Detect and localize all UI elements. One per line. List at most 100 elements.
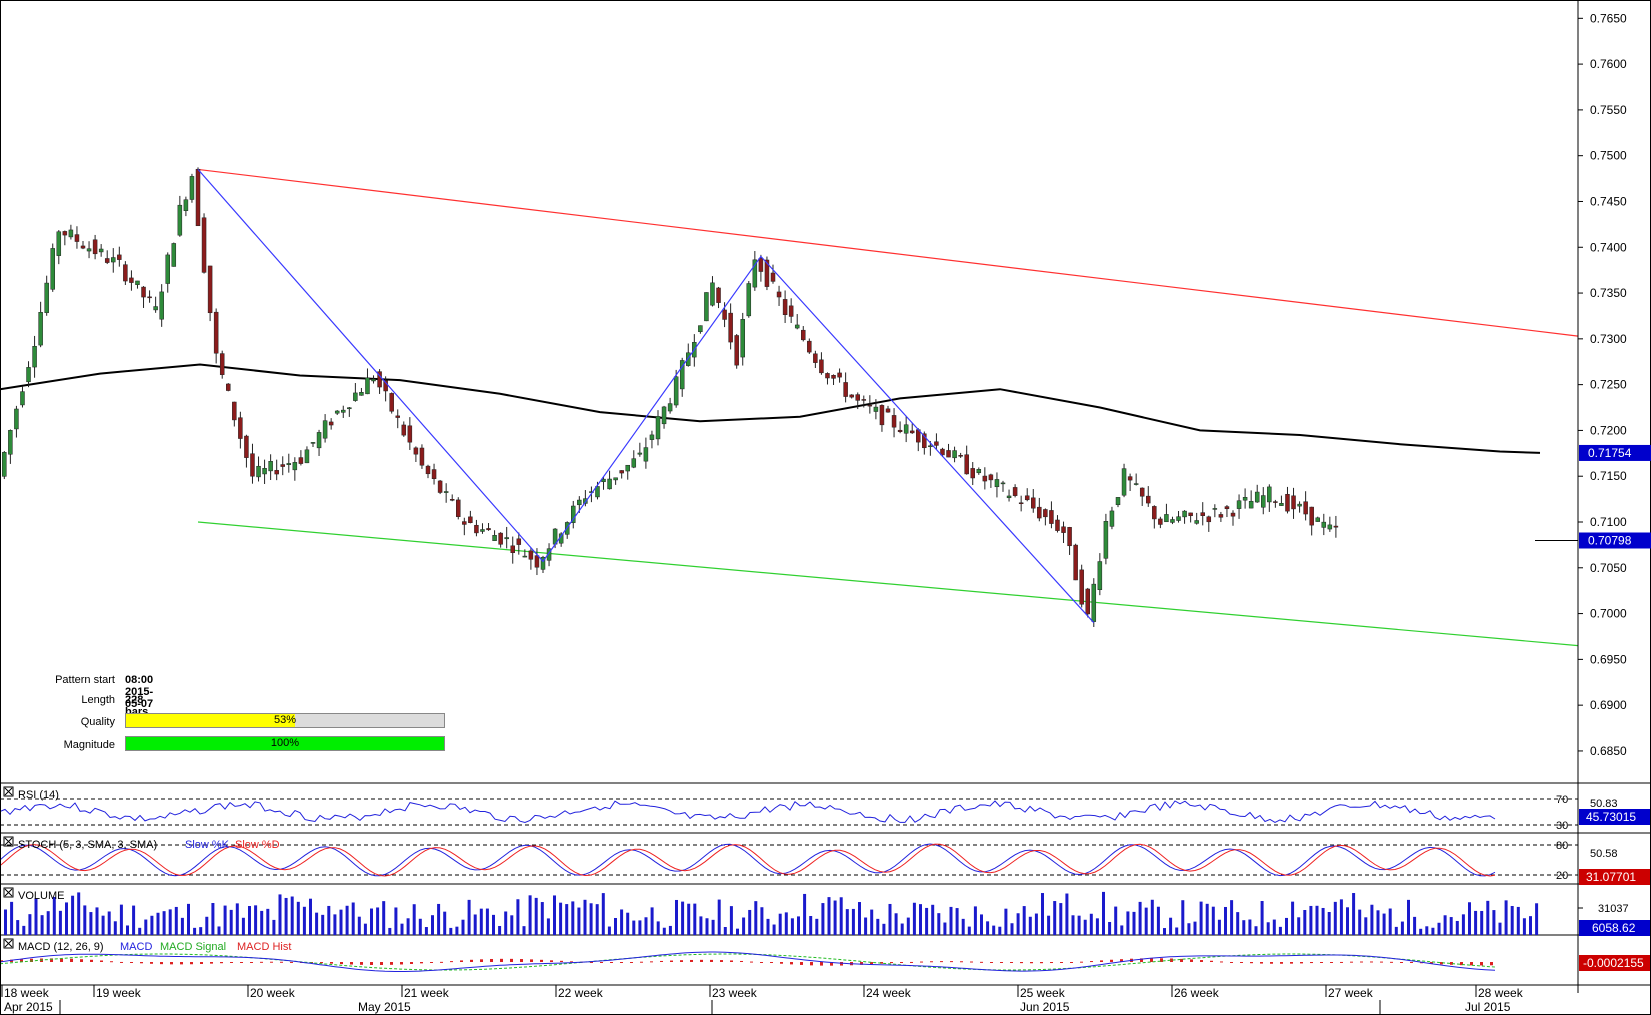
volume-bar (1266, 922, 1270, 935)
candle-body (964, 454, 969, 475)
candle-body (1327, 524, 1333, 530)
candle-body (522, 555, 528, 558)
candle-body (322, 420, 328, 439)
volume-bar (52, 896, 56, 935)
candle-body (135, 280, 140, 285)
candle-body (867, 404, 873, 407)
volume-bar (772, 924, 776, 935)
volume-bar (1034, 913, 1038, 935)
price-tick-label: 0.6950 (1590, 652, 1627, 666)
macd-hist-bar (870, 962, 873, 965)
ma-value-badge: 0.71754 (1588, 446, 1632, 460)
volume-bar (1498, 922, 1502, 935)
macd-hist-bar (1170, 958, 1173, 962)
magnitude-label: Magnitude (63, 739, 115, 751)
macd-hist-bar (680, 960, 683, 962)
macd-hist-bar (1380, 961, 1383, 963)
volume-bar (174, 906, 178, 935)
candle-body (1236, 500, 1242, 509)
macd-hist-bar (830, 962, 833, 966)
stoch-level-20-label: 20 (1556, 870, 1568, 882)
candle-body (625, 464, 630, 472)
candle-body (643, 447, 649, 462)
volume-bar (546, 918, 550, 935)
volume-bar (1102, 891, 1105, 935)
week-label: 25 week (1020, 986, 1066, 1000)
magnitude-fill (126, 737, 444, 750)
macd-hist-bar (860, 962, 863, 965)
candle-body (207, 265, 213, 314)
candle-body (740, 319, 745, 358)
candle-body (1121, 468, 1127, 496)
volume-bar (168, 909, 172, 935)
volume-bar (1309, 905, 1313, 935)
volume-bar (522, 926, 526, 935)
volume-bar (1516, 906, 1520, 935)
quality-value: 53% (273, 714, 297, 726)
volume-bar (309, 898, 312, 935)
volume-bar (333, 914, 337, 935)
candle-body (498, 532, 503, 545)
volume-bar (803, 893, 807, 935)
volume-bar (467, 899, 471, 935)
candle-body (141, 286, 146, 298)
candle-body (631, 458, 637, 468)
volume-bar (77, 892, 81, 935)
candle-body (1139, 487, 1145, 497)
candle-body (1079, 569, 1084, 605)
candle-body (111, 257, 116, 263)
volume-bar (614, 917, 617, 935)
candle-body (1018, 502, 1024, 504)
macd-signal-name: MACD Signal (160, 941, 226, 953)
volume-bar (986, 921, 990, 935)
panel-close-icon-cross (4, 888, 13, 897)
candle-body (891, 415, 897, 428)
volume-bar (1321, 907, 1325, 935)
volume-bar (650, 907, 654, 935)
volume-bar (687, 903, 691, 935)
macd-hist-bar (1190, 959, 1193, 962)
candle-body (909, 430, 915, 434)
stoch-k-name: Slow %K (185, 839, 230, 851)
macd-hist-bar (610, 962, 613, 963)
price-tick-label: 0.7100 (1590, 515, 1627, 529)
volume-bar (1059, 903, 1063, 935)
macd-hist-bar (970, 961, 973, 963)
volume-bar (248, 906, 251, 935)
macd-hist-bar (420, 962, 423, 964)
candles (2, 167, 1339, 627)
candle-body (1321, 521, 1327, 528)
week-label: 19 week (96, 986, 142, 1000)
candle-body (1031, 497, 1036, 509)
channel-lower-line (197, 521, 1579, 647)
candle-body (1309, 506, 1314, 526)
volume-bar (1199, 901, 1203, 935)
rsi-label: RSI (14) (18, 789, 59, 801)
candle-body (474, 524, 479, 534)
macd-hist-bar (180, 962, 183, 965)
candle-body (831, 375, 836, 379)
rsi-level-70-label: 70 (1556, 794, 1568, 806)
week-label: 27 week (1328, 986, 1374, 1000)
candle-body (788, 305, 794, 317)
candle-body (958, 455, 963, 457)
candle-body (976, 469, 982, 474)
volume-bar (16, 920, 20, 935)
macd-hist-bar (80, 959, 83, 962)
volume-bar (266, 908, 270, 935)
volume-bar (370, 908, 373, 935)
volume-bar (1126, 911, 1130, 935)
volume-bar (89, 912, 93, 935)
candle-body (171, 243, 177, 267)
candle-body (468, 516, 473, 523)
candle-body (837, 372, 842, 378)
volume-bar (1480, 910, 1484, 935)
volume-bar (1175, 927, 1179, 935)
macd-hist-bar (1410, 962, 1413, 963)
macd-hist-bar (590, 962, 593, 963)
volume-tick-label: 31037 (1598, 903, 1629, 915)
volume-bar (1529, 916, 1532, 935)
volume-bar (180, 917, 184, 935)
